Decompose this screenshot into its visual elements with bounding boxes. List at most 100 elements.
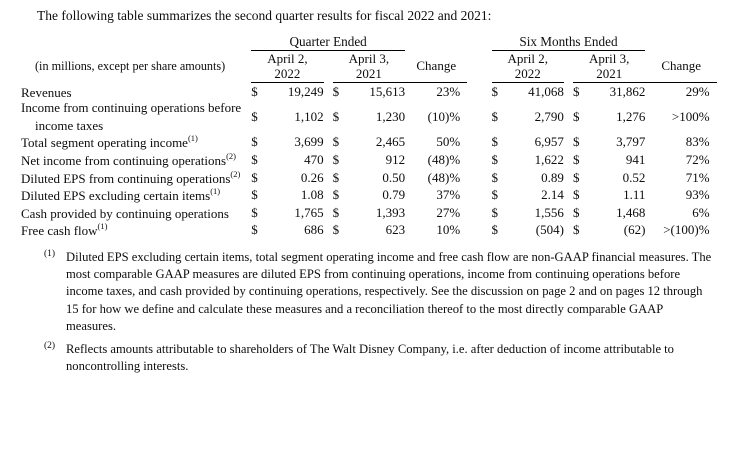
- quarter-change-header: Change: [405, 50, 468, 84]
- percent-symbol: %: [449, 169, 461, 185]
- currency-symbol: $: [572, 83, 580, 99]
- row-label-cell: Free cash flow(1): [21, 221, 251, 239]
- currency-symbol: $: [491, 187, 499, 203]
- currency-symbol: $: [332, 134, 340, 150]
- currency-symbol: $: [251, 204, 258, 220]
- row-label-cell: Diluted EPS from continuing operations(2…: [21, 169, 251, 187]
- currency-symbol: $: [251, 134, 258, 150]
- table-row: Income from continuing operations before…: [21, 100, 717, 133]
- column-gap: [324, 169, 333, 187]
- empty-cell: [35, 34, 251, 50]
- currency-symbol: $: [332, 169, 340, 185]
- column-gap: [324, 100, 333, 133]
- value-cell: 0.26: [300, 169, 324, 185]
- percent-symbol: %: [449, 222, 461, 238]
- currency-symbol: $: [491, 151, 499, 167]
- value-cell: 912: [385, 151, 406, 167]
- value-cell: 2,465: [375, 134, 406, 150]
- currency-symbol: $: [491, 222, 499, 238]
- currency-symbol: $: [251, 108, 258, 124]
- currency-symbol: $: [572, 108, 580, 124]
- date-line: April 3,: [348, 50, 390, 66]
- change-value: 50: [436, 134, 450, 150]
- currency-symbol: $: [251, 169, 258, 185]
- document-page: The following table summarizes the secon…: [21, 8, 719, 376]
- row-label-cell: Net income from continuing operations(2): [21, 150, 251, 169]
- quarter-ended-header: Quarter Ended: [251, 34, 406, 51]
- group-header-row: Quarter Ended Six Months Ended: [35, 34, 717, 51]
- change-value: 71: [685, 169, 699, 185]
- currency-symbol: $: [332, 204, 340, 220]
- value-cell: 15,613: [369, 83, 406, 99]
- row-label: Diluted EPS excluding certain items: [21, 188, 211, 204]
- column-gap: [467, 221, 491, 239]
- date-header-row: (in millions, except per share amounts) …: [35, 50, 717, 84]
- footnote-ref: (1): [97, 221, 108, 232]
- value-cell: 623: [385, 222, 406, 238]
- value-cell: (62): [623, 222, 646, 238]
- percent-symbol: %: [698, 204, 710, 220]
- row-label: Revenues: [21, 84, 72, 100]
- column-gap: [467, 50, 491, 82]
- units-note: (in millions, except per share amounts): [35, 59, 226, 74]
- value-cell: 1.08: [300, 187, 324, 203]
- value-cell: (504): [535, 222, 564, 238]
- column-gap: [324, 151, 333, 169]
- column-gap: [467, 83, 491, 101]
- value-cell: 1,102: [294, 108, 324, 124]
- column-gap: [467, 34, 491, 50]
- value-cell: 0.50: [382, 169, 406, 185]
- change-value: 10: [436, 222, 450, 238]
- currency-symbol: $: [491, 134, 499, 150]
- date-line: April 2,: [507, 50, 548, 66]
- table-row: Net income from continuing operations(2)…: [21, 150, 717, 169]
- value-cell: 1,765: [294, 204, 324, 220]
- value-cell: 1,393: [375, 204, 406, 220]
- change-value: 37: [436, 187, 450, 203]
- value-cell: 941: [625, 151, 646, 167]
- row-label: Net income from continuing operations: [21, 152, 227, 168]
- column-gap: [564, 83, 573, 101]
- change-value: (10): [427, 108, 450, 124]
- currency-symbol: $: [251, 83, 258, 99]
- column-gap: [324, 204, 333, 222]
- percent-symbol: %: [449, 204, 461, 220]
- column-gap: [467, 169, 491, 187]
- currency-symbol: $: [332, 108, 340, 124]
- date-line: 2022: [514, 66, 541, 82]
- currency-symbol: $: [572, 187, 580, 203]
- percent-symbol: %: [698, 134, 710, 150]
- value-cell: 1,556: [534, 204, 564, 220]
- footnote-ref: (2): [226, 150, 236, 161]
- row-label-cell: Cash provided by continuing operations: [21, 204, 251, 222]
- row-label-cell: Income from continuing operations before…: [21, 100, 251, 133]
- percent-symbol: %: [698, 108, 710, 124]
- column-gap: [564, 50, 573, 82]
- column-gap: [564, 204, 573, 222]
- currency-symbol: $: [251, 151, 258, 167]
- column-gap: [467, 186, 491, 204]
- currency-symbol: $: [572, 204, 580, 220]
- change-value: 93: [685, 187, 699, 203]
- row-label-cell: Diluted EPS excluding certain items(1): [21, 186, 251, 204]
- row-label: Free cash flow: [21, 223, 98, 239]
- six-months-ended-header: Six Months Ended: [491, 34, 646, 51]
- value-cell: 470: [304, 151, 324, 167]
- q-2021-date-header: April 3, 2021: [332, 50, 406, 84]
- value-cell: 0.89: [541, 169, 564, 185]
- row-label-cell: Revenues: [21, 83, 251, 101]
- footnotes-section: (1) Diluted EPS excluding certain items,…: [44, 249, 719, 376]
- column-gap: [467, 204, 491, 222]
- value-cell: 1,622: [534, 151, 564, 167]
- currency-symbol: $: [572, 134, 580, 150]
- percent-symbol: %: [449, 187, 461, 203]
- column-gap: [564, 186, 573, 204]
- footnote-2: (2) Reflects amounts attributable to sha…: [44, 341, 719, 376]
- date-line: 2021: [355, 66, 382, 82]
- table-row: Free cash flow(1) $ 686 $ 623 10 % $ (50…: [21, 221, 717, 239]
- row-label: Income from continuing operations before…: [21, 100, 242, 133]
- percent-symbol: %: [698, 83, 710, 99]
- column-gap: [467, 151, 491, 169]
- value-cell: 1.11: [623, 187, 646, 203]
- percent-symbol: %: [449, 83, 461, 99]
